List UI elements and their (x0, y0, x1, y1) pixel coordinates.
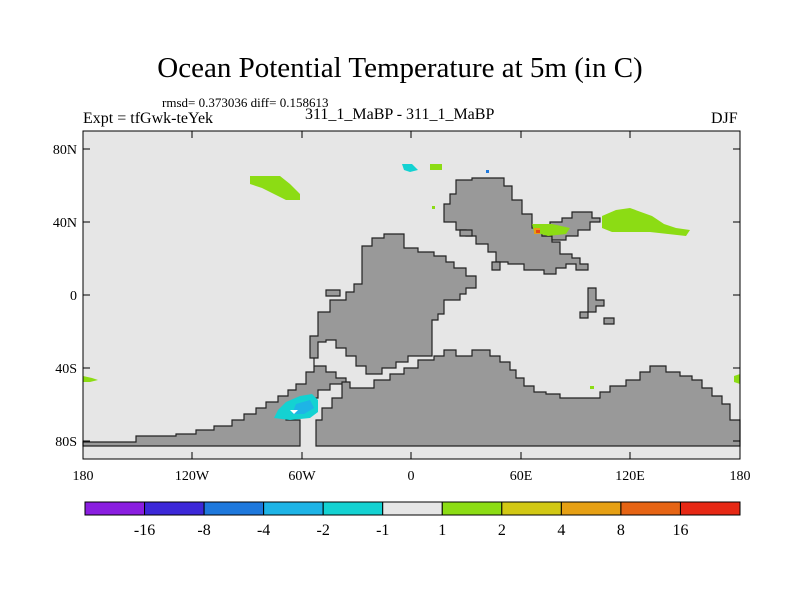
colorbar-box (441, 501, 503, 516)
colorbar-box (501, 501, 562, 516)
y-tick-label: 0 (70, 289, 77, 304)
colorbar-box (144, 501, 205, 516)
x-tick-label: 0 (408, 469, 415, 484)
colorbar-label: 1 (438, 522, 446, 539)
land-antarctica-east (315, 349, 741, 447)
subtitle-label: 311_1_MaBP - 311_1_MaBP (305, 106, 495, 123)
x-tick-label: 60W (288, 469, 316, 484)
y-tick-label: 40N (53, 216, 77, 231)
x-tick-label: 60E (510, 469, 533, 484)
land-masses (82, 177, 741, 447)
colorbar-label: 16 (672, 522, 688, 539)
colorbar-label: -1 (376, 522, 389, 539)
tick-marks (82, 131, 741, 459)
x-tick-label: 120W (175, 469, 210, 484)
anomaly-patch-white (290, 410, 298, 414)
y-axis-labels: 80N 40N 0 40S 80S (53, 143, 77, 450)
anomaly-patch-green (602, 208, 690, 236)
colorbar-label: -8 (197, 522, 210, 539)
land-eurafrica (443, 177, 589, 275)
land-islands-d (325, 289, 341, 297)
colorbar-label: 8 (617, 522, 625, 539)
colorbar-box (620, 501, 681, 516)
anomaly-patch-green (83, 376, 98, 382)
anomaly-patch-green (532, 224, 570, 236)
anomaly-patch-green (430, 164, 442, 170)
x-tick-label: 180 (73, 469, 94, 484)
land-americas-antarctica (82, 233, 477, 447)
anomaly-patch-cyan (402, 164, 418, 172)
experiment-label: Expt = tfGwk-teYek (83, 110, 214, 127)
anomaly-patch-green (734, 374, 740, 384)
season-label: DJF (711, 110, 738, 127)
land-islands-e (491, 261, 501, 271)
x-tick-label: 180 (730, 469, 751, 484)
anomaly-patch-green (590, 386, 594, 389)
land-islands-c (603, 317, 615, 325)
anomaly-patch-red (536, 230, 540, 233)
anomaly-patch-green (250, 176, 300, 200)
colorbar-box (322, 501, 384, 516)
colorbar-box (203, 501, 265, 516)
land-islands-b (579, 311, 589, 319)
stats-text: rmsd= 0.373036 diff= 0.158613 (162, 95, 329, 110)
y-tick-label: 80S (55, 435, 77, 450)
land-islands-f (459, 229, 473, 237)
colorbar-label: -2 (317, 522, 330, 539)
y-tick-label: 40S (55, 362, 77, 377)
colorbar-labels: -16 -8 -4 -2 -1 1 2 4 8 16 (134, 522, 689, 539)
colorbar-label: 4 (557, 522, 565, 539)
colorbar-label: 2 (498, 522, 506, 539)
anomaly-patch-green (432, 206, 435, 209)
map-title: Ocean Potential Temperature at 5m (in C) (157, 52, 643, 84)
colorbar-label: -4 (257, 522, 270, 539)
x-axis-labels: 180 120W 60W 0 60E 120E 180 (73, 469, 751, 484)
y-tick-label: 80N (53, 143, 77, 158)
colorbar (84, 501, 741, 516)
colorbar-label: -16 (134, 522, 155, 539)
colorbar-box (382, 501, 443, 516)
colorbar-box (84, 501, 146, 516)
colorbar-box (679, 501, 741, 516)
anomaly-patch-blue (486, 170, 489, 173)
anomaly-patches (83, 164, 740, 420)
x-tick-label: 120E (615, 469, 645, 484)
colorbar-box (263, 501, 324, 516)
land-islands-a (587, 287, 605, 313)
colorbar-box (560, 501, 622, 516)
